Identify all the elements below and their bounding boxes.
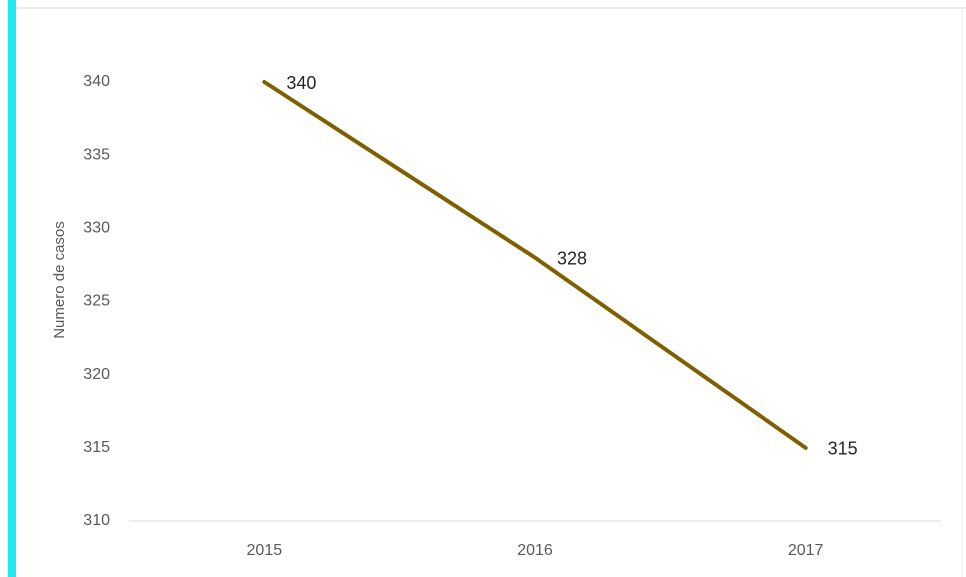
y-tick-label: 325: [83, 293, 110, 310]
y-tick-label: 315: [83, 439, 110, 456]
x-tick-label: 2016: [517, 542, 553, 559]
data-label: 315: [828, 439, 858, 459]
line-series: [262, 80, 808, 450]
accent-bar: [8, 0, 16, 577]
y-tick-label: 330: [83, 220, 110, 237]
y-tick-label: 335: [83, 146, 110, 163]
x-tick-label: 2017: [788, 542, 824, 559]
y-tick-label: 340: [83, 73, 110, 90]
x-tick-label: 2015: [247, 542, 283, 559]
y-tick-label: 320: [83, 366, 110, 383]
data-label: 340: [286, 73, 316, 93]
y-tick-label: 310: [83, 512, 110, 529]
data-label: 328: [557, 248, 587, 268]
y-axis-label: Numero de casos: [51, 221, 68, 339]
